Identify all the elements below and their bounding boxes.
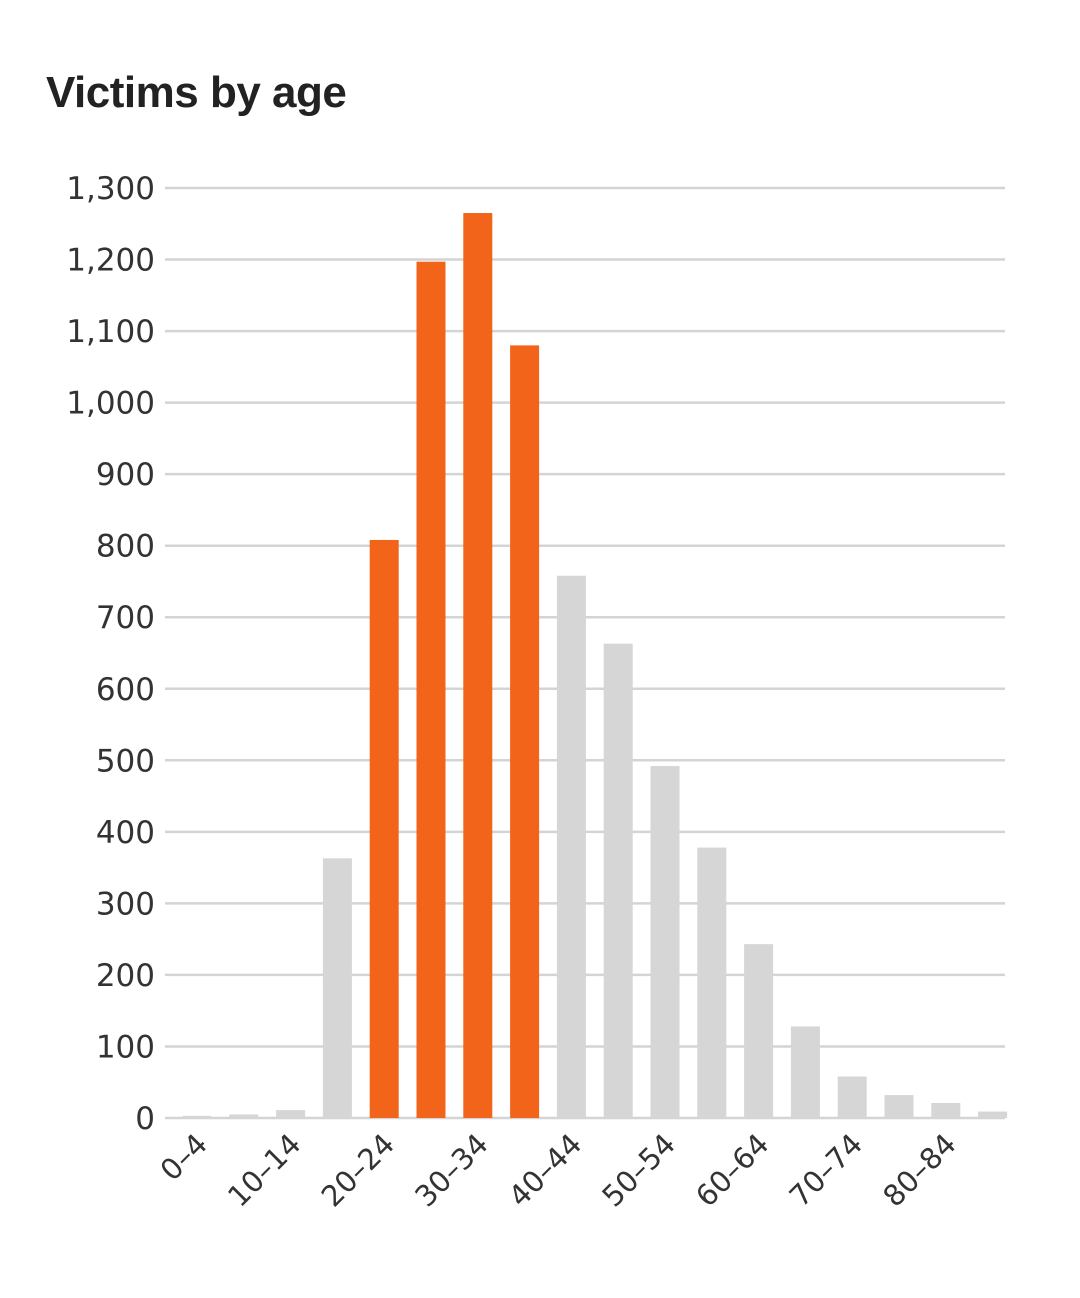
y-tick-label: 700 [96,600,155,636]
bar [978,1111,1008,1118]
x-tick-label: 30–34 [408,1127,494,1213]
x-tick-label: 70–74 [783,1127,869,1213]
y-tick-label: 200 [96,958,155,994]
bar [229,1114,259,1118]
y-tick-label: 500 [96,743,155,779]
y-tick-label: 1,300 [66,171,155,207]
y-tick-label: 900 [96,457,155,493]
y-tick-label: 1,100 [66,314,155,350]
y-tick-label: 100 [96,1029,155,1065]
x-tick-label: 50–54 [595,1127,681,1213]
x-tick-label: 0–4 [154,1127,214,1187]
bar [697,847,727,1118]
y-tick-label: 1,200 [66,243,155,279]
x-tick-label: 60–64 [689,1127,775,1213]
x-tick-label: 10–14 [221,1127,307,1213]
bar [369,539,399,1118]
y-tick-label: 300 [96,886,155,922]
y-tick-label: 1,000 [66,386,155,422]
bar [790,1026,820,1118]
y-tick-label: 0 [135,1101,155,1137]
bar [276,1110,306,1118]
bar [182,1115,212,1118]
x-tick-label: 40–44 [502,1127,588,1213]
y-tick-label: 800 [96,529,155,565]
bar [931,1102,961,1118]
x-tick-label: 80–84 [876,1127,962,1213]
y-tick-label: 400 [96,815,155,851]
bar [603,643,633,1118]
bar [416,261,446,1119]
bar [463,213,493,1119]
bar [510,345,540,1118]
bar [322,858,352,1118]
y-axis-ticks: 0 100 200 300 400 500 600 700 800 900 1,000 1,100 1,… [66,171,155,1137]
chart-title: Victims by age [46,68,347,117]
bar [556,575,586,1118]
y-tick-label: 600 [96,672,155,708]
bar [650,766,680,1118]
x-axis-ticks: 0–4 10–14 20–24 30–34 40–44 50–54 60–64 70–74 80… [154,1127,963,1213]
bars [182,213,1008,1119]
bar [744,944,774,1118]
bar [884,1095,914,1118]
bar [837,1076,867,1118]
x-tick-label: 20–24 [315,1127,401,1213]
